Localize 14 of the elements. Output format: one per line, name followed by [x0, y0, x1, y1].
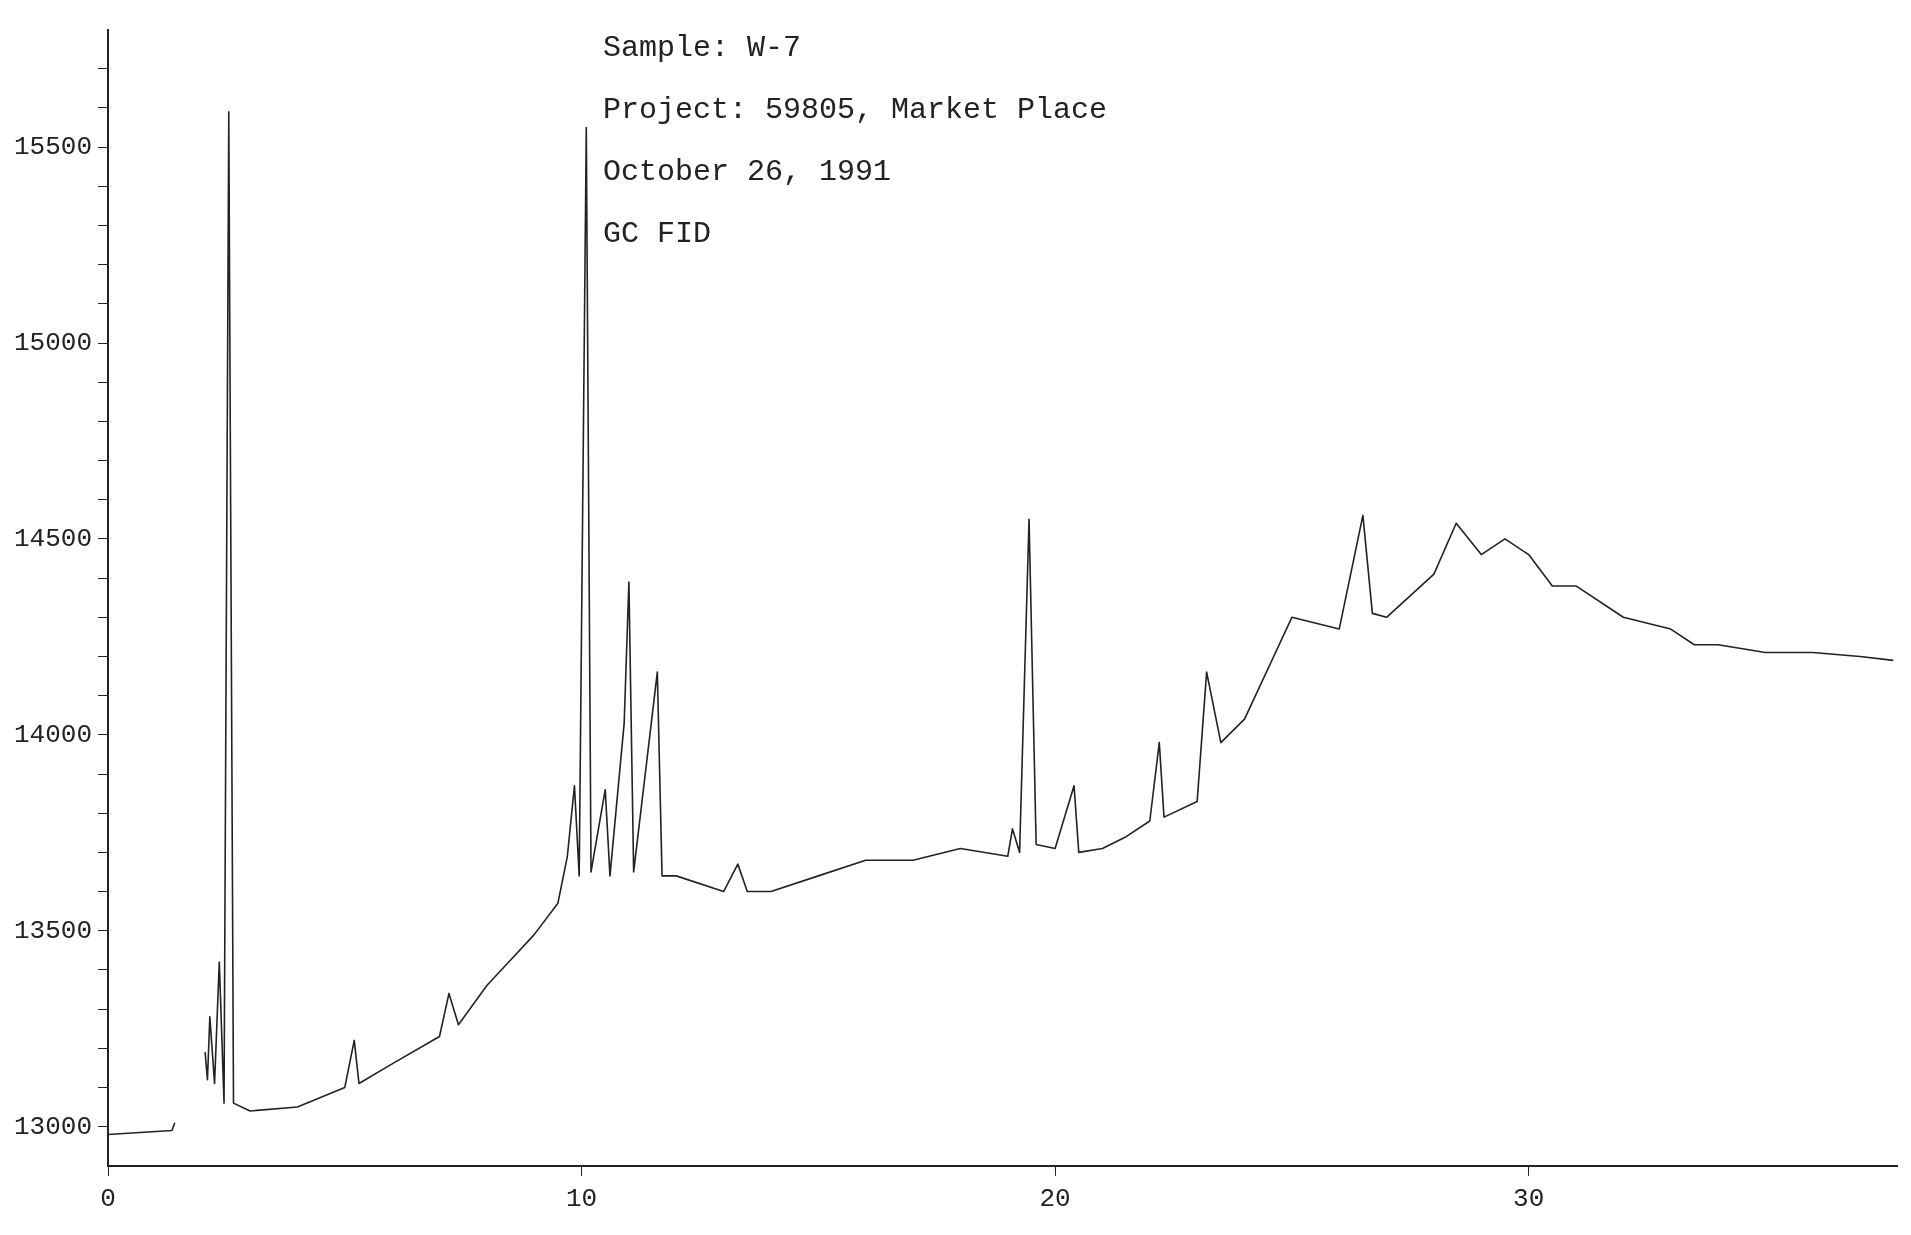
annotation: Project: 59805, Market Place: [603, 92, 1108, 127]
x-tick-label: 30: [1513, 1184, 1545, 1215]
x-tick-label: 10: [565, 1184, 598, 1215]
x-tick-label: 20: [1039, 1184, 1071, 1215]
y-tick-label: 14500: [14, 523, 93, 554]
annotation: October 26, 1991: [603, 154, 892, 189]
annotation: Sample: W-7: [603, 30, 802, 65]
y-tick-label: 14000: [14, 719, 93, 750]
y-tick-label: 15500: [14, 132, 93, 163]
x-tick-label: 0: [100, 1184, 116, 1215]
y-tick-label: 13500: [14, 915, 93, 946]
y-tick-label: 15000: [14, 327, 93, 358]
annotation: GC FID: [603, 216, 712, 251]
y-tick-label: 13000: [14, 1111, 93, 1142]
